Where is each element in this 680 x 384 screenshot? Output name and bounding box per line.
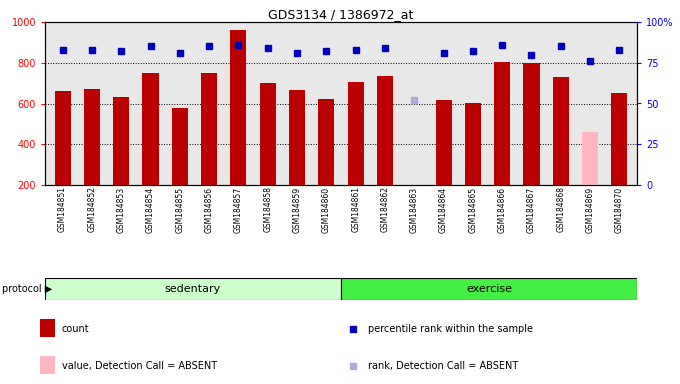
Text: count: count: [62, 323, 89, 333]
Bar: [465, 104, 481, 185]
Bar: [377, 76, 393, 185]
Bar: [406, 185, 422, 188]
Bar: [494, 62, 510, 185]
FancyBboxPatch shape: [40, 356, 56, 374]
Text: value, Detection Call = ABSENT: value, Detection Call = ABSENT: [62, 361, 217, 371]
Bar: [435, 101, 452, 185]
FancyBboxPatch shape: [40, 319, 56, 338]
Bar: [289, 90, 305, 185]
Bar: [231, 30, 246, 185]
FancyBboxPatch shape: [341, 278, 637, 300]
Bar: [54, 91, 71, 185]
Bar: [582, 132, 598, 185]
Text: sedentary: sedentary: [165, 284, 221, 294]
Bar: [201, 73, 217, 185]
Text: rank, Detection Call = ABSENT: rank, Detection Call = ABSENT: [367, 361, 517, 371]
Bar: [347, 82, 364, 185]
FancyBboxPatch shape: [45, 278, 341, 300]
Bar: [611, 93, 628, 185]
Text: protocol ▶: protocol ▶: [2, 284, 52, 294]
Title: GDS3134 / 1386972_at: GDS3134 / 1386972_at: [269, 8, 413, 21]
Bar: [172, 108, 188, 185]
Text: percentile rank within the sample: percentile rank within the sample: [367, 323, 532, 333]
Bar: [553, 77, 569, 185]
Bar: [84, 89, 100, 185]
Text: exercise: exercise: [466, 284, 512, 294]
Bar: [318, 99, 335, 185]
Bar: [260, 83, 276, 185]
Bar: [113, 98, 129, 185]
Bar: [142, 73, 158, 185]
Bar: [524, 63, 539, 185]
